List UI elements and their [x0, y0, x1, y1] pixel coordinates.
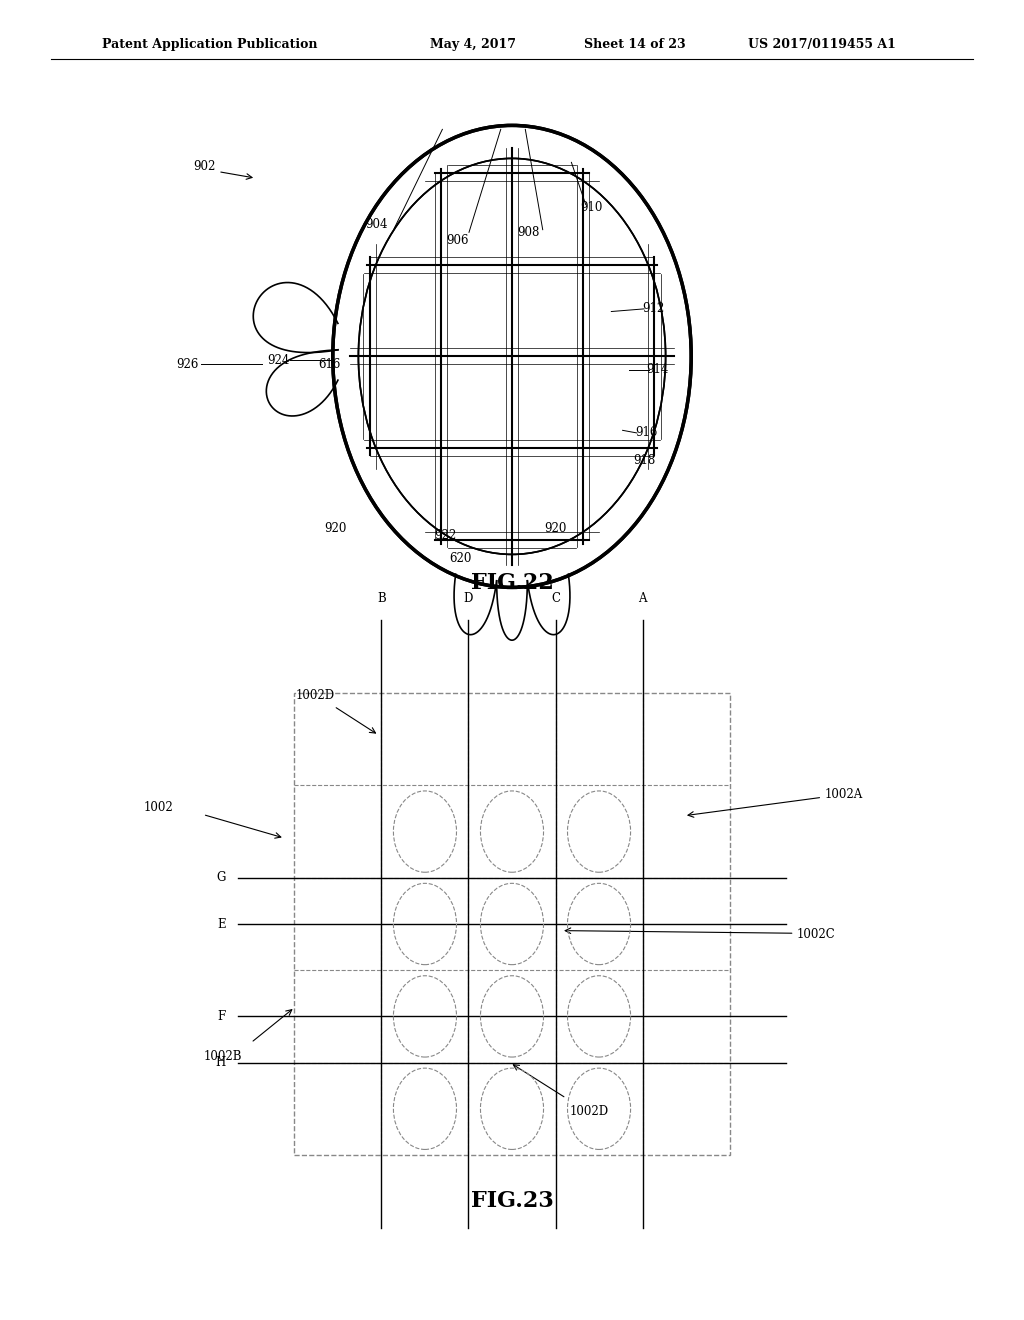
Text: Patent Application Publication: Patent Application Publication: [102, 38, 317, 51]
Text: FIG.23: FIG.23: [471, 1191, 553, 1212]
Text: 910: 910: [581, 201, 603, 214]
Circle shape: [359, 160, 665, 553]
Text: H: H: [215, 1056, 225, 1069]
Text: 912: 912: [642, 302, 665, 315]
Text: 926: 926: [176, 358, 199, 371]
Text: 920: 920: [325, 521, 347, 535]
Text: 1002A: 1002A: [824, 788, 862, 801]
Text: 620: 620: [450, 552, 472, 565]
Text: E: E: [217, 917, 225, 931]
Text: 1002: 1002: [143, 801, 174, 814]
Text: C: C: [551, 591, 560, 605]
Text: 908: 908: [517, 226, 540, 239]
Text: G: G: [216, 871, 225, 884]
Text: 918: 918: [633, 454, 655, 467]
Text: D: D: [464, 591, 473, 605]
Text: 914: 914: [646, 363, 669, 376]
Text: B: B: [377, 591, 386, 605]
Text: F: F: [217, 1010, 225, 1023]
Text: 1002B: 1002B: [204, 1049, 243, 1063]
Text: A: A: [638, 591, 647, 605]
Text: May 4, 2017: May 4, 2017: [430, 38, 516, 51]
Text: 1002C: 1002C: [797, 928, 836, 941]
Text: 922: 922: [434, 529, 457, 543]
Text: US 2017/0119455 A1: US 2017/0119455 A1: [748, 38, 895, 51]
Text: FIG.22: FIG.22: [471, 573, 553, 594]
Text: 1002D: 1002D: [569, 1105, 608, 1118]
Text: 920: 920: [544, 521, 566, 535]
Text: Sheet 14 of 23: Sheet 14 of 23: [584, 38, 685, 51]
Text: 924: 924: [267, 354, 290, 367]
Text: 916: 916: [635, 426, 657, 440]
Bar: [295, 693, 729, 1155]
Text: 904: 904: [366, 218, 388, 231]
Text: 902: 902: [194, 160, 216, 173]
Text: 906: 906: [446, 234, 469, 247]
Text: 1002D: 1002D: [296, 689, 335, 702]
Text: 616: 616: [318, 358, 341, 371]
